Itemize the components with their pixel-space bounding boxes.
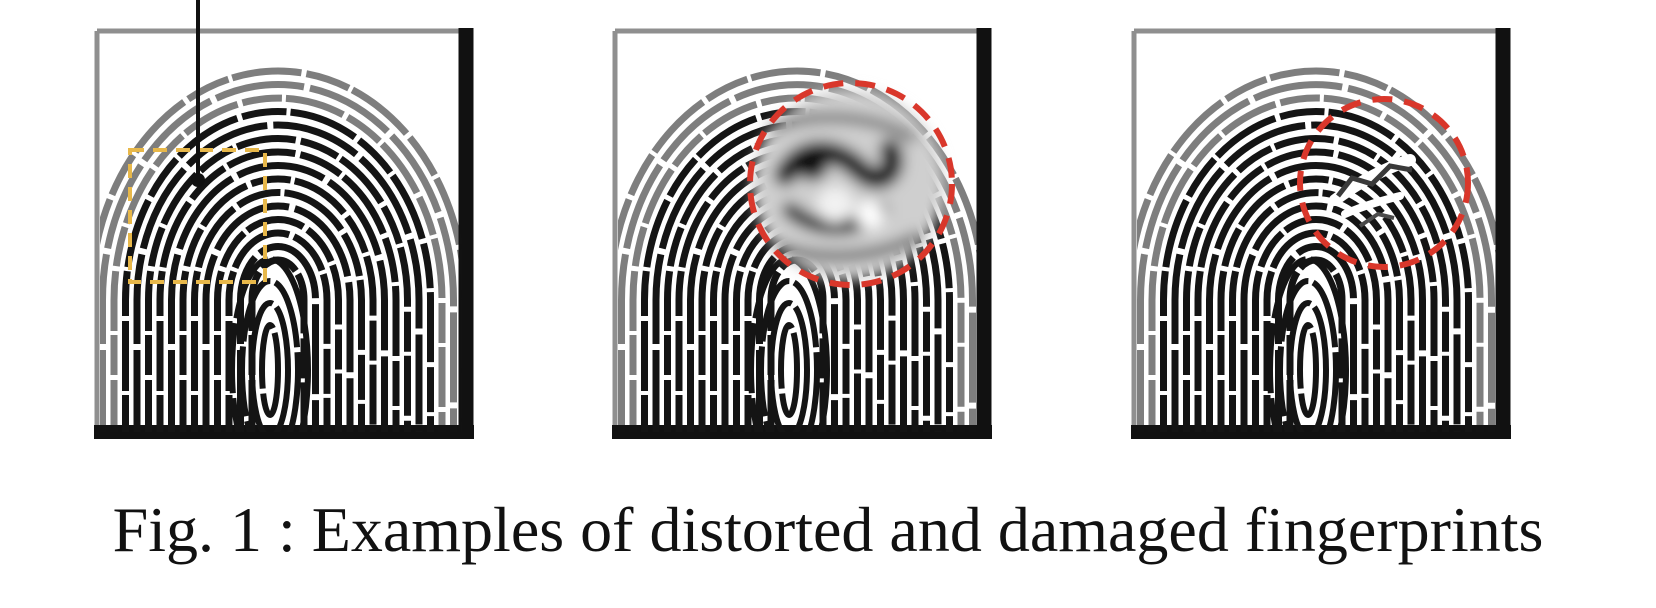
core-loop-ridge	[1297, 322, 1319, 418]
ridge-line	[1240, 202, 1392, 432]
dashed-circle-markup	[747, 80, 955, 288]
ridge-line	[1137, 67, 1499, 285]
ridge-line	[145, 135, 411, 432]
ridge-line	[1171, 121, 1461, 432]
ridge-line	[1148, 94, 1484, 432]
ridge-line	[168, 162, 388, 432]
panel-distorted	[612, 28, 992, 439]
panel-damaged	[1131, 28, 1511, 439]
ridge-line	[225, 229, 331, 432]
ridge-line	[1217, 175, 1415, 432]
ridge-line	[1229, 189, 1403, 432]
ridge-line	[133, 121, 423, 432]
ridge-line	[1275, 243, 1357, 432]
core-loop-ridge	[1277, 278, 1339, 432]
ridge-line	[1183, 135, 1449, 432]
dashed-circle-markup	[1297, 96, 1471, 270]
ridge-line	[1206, 162, 1426, 432]
pointer-dot	[191, 173, 205, 187]
core-loop-ridge	[768, 300, 810, 432]
ridge-line	[100, 81, 457, 432]
fingerprint-original	[100, 67, 462, 432]
smudge-region	[753, 90, 943, 280]
core-loop-ridge	[758, 278, 820, 432]
ridge-line	[122, 108, 434, 432]
ridge-line	[1194, 148, 1438, 432]
fingerprint-figure	[94, 0, 1511, 439]
ridge-line	[191, 189, 365, 432]
core-loop-ridge	[1267, 256, 1349, 432]
ridge-line	[1137, 81, 1495, 432]
panel-original	[94, 0, 474, 439]
ridge-line	[1160, 108, 1472, 432]
dashed-rectangle-markup	[128, 148, 267, 284]
core-loop-ridge	[229, 256, 311, 432]
core-loop-ridge	[259, 322, 281, 418]
ridge-line	[618, 81, 976, 432]
core-loop-ridge	[239, 278, 301, 432]
core-loop-ridge	[249, 300, 291, 432]
core-loop-ridge	[1287, 300, 1329, 432]
figure-caption: Fig. 1 : Examples of distorted and damag…	[112, 494, 1544, 565]
scar-region	[1329, 154, 1416, 228]
ridge-line	[156, 148, 400, 432]
ridge-line	[618, 67, 980, 285]
ridge-line	[100, 67, 462, 432]
ridge-line	[179, 175, 377, 432]
core-loop-ridge	[748, 256, 830, 432]
ridge-line	[214, 216, 342, 432]
core-loop-ridge	[778, 322, 800, 418]
ridge-line	[202, 202, 354, 432]
